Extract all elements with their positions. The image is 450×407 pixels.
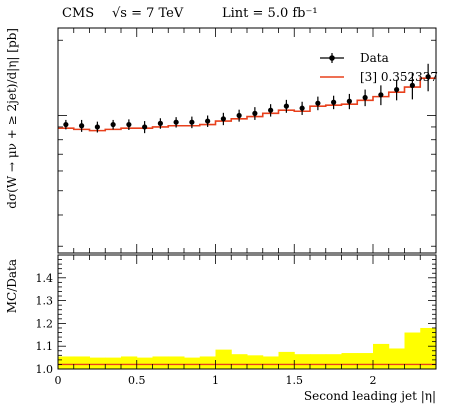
ratio-y-tick-label: 1.1 (36, 340, 54, 353)
data-point (126, 121, 132, 128)
ratio-band-bin (58, 356, 75, 369)
ratio-band-bin (105, 357, 122, 369)
ratio-y-tick-label: 1.2 (36, 317, 54, 330)
ratio-y-tick-label: 1.0 (36, 363, 54, 376)
ratio-band-bin (262, 356, 279, 369)
ratio-band-bin (168, 356, 185, 369)
ratio-band-bin (199, 356, 216, 369)
data-point (378, 92, 384, 98)
data-point (173, 119, 179, 125)
ratio-band-bin (121, 356, 138, 369)
main-y-axis-label: dσ(W → μν + ≥ 2jet)/d|η| [pb] (5, 28, 19, 209)
data-point (205, 118, 211, 124)
data-point (220, 116, 226, 122)
data-point (189, 119, 195, 125)
data-point (315, 100, 321, 106)
x-axis-label: Second leading jet |η| (304, 389, 436, 403)
data-point (331, 99, 337, 105)
data-point (252, 110, 258, 116)
data-point (157, 120, 163, 126)
ratio-band-bin (89, 357, 106, 369)
legend-data-marker (329, 55, 335, 61)
ratio-band-bin (73, 356, 90, 369)
data-point (268, 107, 274, 113)
ratio-band-bin (152, 356, 169, 369)
ratio-band-bin (341, 353, 358, 369)
data-point (142, 124, 148, 130)
ratio-band-bin (136, 357, 153, 369)
x-tick-label: 1 (212, 374, 219, 387)
data-point (283, 103, 289, 109)
legend-data-label: Data (360, 51, 389, 65)
x-tick-label: 2 (370, 374, 377, 387)
ratio-band-bin (325, 354, 342, 369)
x-tick-label: 1.5 (286, 374, 304, 387)
data-point (299, 105, 305, 111)
ratio-band-bin (373, 343, 390, 369)
data-point (409, 82, 415, 88)
experiment-label: CMS (62, 6, 95, 21)
ratio-band-bin (278, 351, 295, 369)
x-tick-label: 0.5 (128, 374, 146, 387)
legend-mc-label: [3] 0.352337 (360, 70, 438, 84)
x-tick-label: 0 (55, 374, 62, 387)
data-point (346, 98, 352, 104)
ratio-band-bin (388, 348, 405, 369)
luminosity-label: Lint = 5.0 fb⁻¹ (222, 6, 318, 21)
ratio-y-axis-label: MC/Data (5, 259, 19, 313)
data-point (63, 121, 69, 128)
ratio-band-bin (247, 355, 264, 369)
ratio-band-bin (184, 357, 201, 369)
data-point (236, 112, 242, 119)
data-point (94, 124, 100, 130)
ratio-band-bin (294, 354, 311, 369)
ratio-y-tick-label: 1.3 (36, 295, 54, 308)
data-point (79, 123, 85, 129)
data-point (362, 94, 368, 101)
ratio-band-bin (231, 354, 248, 369)
ratio-y-tick-label: 1.4 (36, 272, 54, 285)
ratio-band-bin (310, 354, 327, 369)
ratio-band-bin (404, 332, 421, 369)
ratio-band-bin (420, 327, 437, 369)
data-point (425, 74, 431, 80)
ratio-band-bin (215, 349, 232, 369)
data-point (394, 86, 400, 93)
data-point (110, 121, 116, 128)
ratio-band-bin (357, 353, 374, 369)
energy-label: √s = 7 TeV (112, 6, 184, 21)
